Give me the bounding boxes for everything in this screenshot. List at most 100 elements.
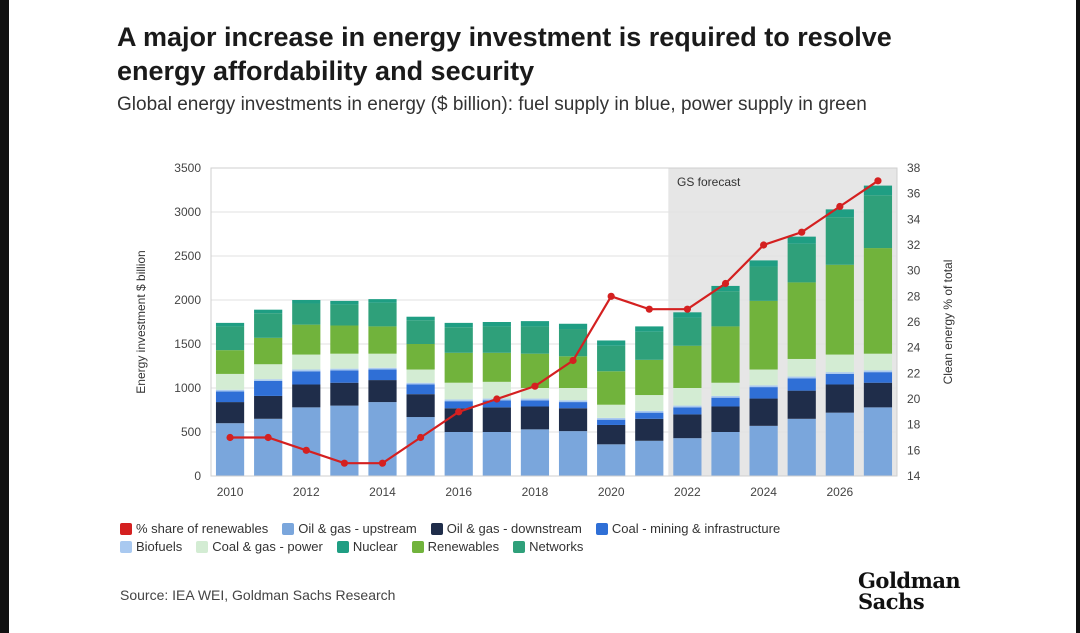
legend-swatch bbox=[282, 523, 295, 535]
bar-segment-coal-mining bbox=[673, 407, 702, 415]
y-axis-label: Energy investment $ billion bbox=[134, 250, 148, 393]
bar-segment-nuclear bbox=[635, 326, 664, 332]
bar-segment-nuclear bbox=[597, 340, 626, 346]
bar-segment-coal-mining bbox=[215, 391, 245, 403]
bar-segment-renewables bbox=[673, 345, 702, 388]
bar-segment-nuclear bbox=[787, 236, 816, 244]
bar-segment-coal-mining bbox=[863, 372, 893, 383]
bar-segment-biofuels bbox=[444, 399, 473, 402]
renewables-share-point bbox=[226, 433, 234, 442]
bar-segment-oil-gas-upstream bbox=[254, 418, 283, 476]
bar-segment-oil-gas-upstream bbox=[749, 425, 778, 476]
bar-segment-coal-mining bbox=[368, 369, 397, 381]
bar-segment-oil-gas-upstream bbox=[787, 418, 816, 476]
bar-segment-nuclear bbox=[406, 316, 435, 321]
legend-label: Networks bbox=[529, 539, 584, 554]
source-note: Source: IEA WEI, Goldman Sachs Research bbox=[120, 587, 396, 603]
y-tick-label: 2500 bbox=[174, 249, 201, 263]
bar-segment-biofuels bbox=[825, 372, 854, 374]
bar-segment-nuclear bbox=[444, 322, 473, 328]
bar-segment-nuclear bbox=[520, 321, 550, 327]
bar-segment-oil-gas-downstream bbox=[825, 384, 854, 413]
chart-subtitle: Global energy investments in energy ($ b… bbox=[117, 94, 867, 115]
bar-segment-oil-gas-upstream bbox=[558, 431, 588, 476]
bar-segment-renewables bbox=[330, 325, 359, 354]
y2-tick-label: 38 bbox=[907, 161, 921, 175]
bar-segment-coal-mining bbox=[482, 400, 511, 408]
bar-segment-oil-gas-upstream bbox=[597, 444, 626, 476]
x-tick-label: 2024 bbox=[750, 485, 777, 499]
bar-segment-biofuels bbox=[330, 368, 359, 371]
x-tick-label: 2026 bbox=[826, 485, 853, 499]
legend-label: Renewables bbox=[427, 539, 500, 554]
bar-segment-renewables bbox=[711, 326, 740, 383]
x-tick-label: 2014 bbox=[369, 485, 396, 499]
bar-segment-renewables bbox=[482, 352, 511, 382]
y-tick-label: 0 bbox=[194, 469, 201, 483]
y-tick-label: 1000 bbox=[174, 381, 201, 395]
bar-segment-renewables bbox=[406, 344, 435, 370]
bar-segment-coal-mining bbox=[330, 370, 359, 383]
x-tick-label: 2016 bbox=[445, 485, 472, 499]
bar-segment-coal-gas-power bbox=[520, 388, 550, 399]
bar-segment-oil-gas-upstream bbox=[673, 438, 702, 476]
chart-title: A major increase in energy investment is… bbox=[117, 22, 892, 86]
renewables-share-point bbox=[607, 292, 615, 300]
bar-segment-coal-mining bbox=[558, 402, 588, 409]
legend-item: % share of renewables bbox=[120, 520, 268, 538]
bar-segment-nuclear bbox=[863, 185, 893, 196]
bar-segment-oil-gas-downstream bbox=[863, 382, 893, 408]
renewables-share-point bbox=[645, 305, 653, 313]
bar-segment-networks bbox=[711, 291, 740, 327]
renewables-share-point bbox=[531, 382, 539, 390]
y2-tick-label: 32 bbox=[907, 238, 921, 252]
legend-label: Coal & gas - power bbox=[212, 539, 323, 554]
renewables-share-point bbox=[760, 241, 768, 249]
bar-segment-coal-gas-power bbox=[787, 358, 816, 377]
bar-segment-nuclear bbox=[368, 299, 397, 303]
renewables-share-point bbox=[455, 408, 463, 416]
y-tick-label: 500 bbox=[181, 425, 201, 439]
bar-segment-biofuels bbox=[749, 385, 778, 388]
bar-segment-coal-gas-power bbox=[444, 382, 473, 400]
bar-segment-renewables bbox=[863, 248, 893, 354]
y2-tick-label: 30 bbox=[907, 264, 921, 278]
bar-segment-nuclear bbox=[825, 209, 854, 218]
bar-segment-oil-gas-upstream bbox=[711, 432, 740, 476]
bar-segment-oil-gas-downstream bbox=[558, 408, 588, 432]
bar-segment-renewables bbox=[368, 326, 397, 354]
bar-segment-networks bbox=[863, 195, 893, 249]
renewables-share-point bbox=[683, 305, 691, 313]
legend-item: Coal - mining & infrastructure bbox=[595, 520, 780, 538]
bar-segment-coal-gas-power bbox=[635, 395, 664, 411]
legend-row: Biofuels Coal & gas - power Nuclear Renewab… bbox=[120, 538, 910, 556]
y2-tick-label: 36 bbox=[907, 187, 921, 201]
bar-segment-networks bbox=[254, 313, 283, 338]
bar-segment-oil-gas-downstream bbox=[597, 424, 626, 445]
bar-segment-renewables bbox=[825, 264, 854, 355]
renewables-share-line bbox=[230, 179, 879, 465]
bar-segment-renewables bbox=[444, 352, 473, 383]
bar-segment-nuclear bbox=[558, 323, 588, 330]
legend-swatch bbox=[120, 541, 132, 553]
bar-segment-biofuels bbox=[406, 382, 435, 385]
y2-tick-label: 24 bbox=[907, 341, 921, 355]
bar-segment-renewables bbox=[520, 353, 550, 388]
x-tick-label: 2012 bbox=[293, 485, 320, 499]
bar-segment-oil-gas-downstream bbox=[215, 402, 245, 424]
bar-segment-renewables bbox=[254, 337, 283, 365]
bar-segment-coal-mining bbox=[711, 397, 740, 407]
x-tick-label: 2010 bbox=[217, 485, 244, 499]
bar-segment-oil-gas-downstream bbox=[254, 395, 283, 419]
bar-segment-oil-gas-downstream bbox=[482, 407, 511, 432]
legend-label: Biofuels bbox=[136, 539, 183, 554]
y-tick-label: 3000 bbox=[174, 205, 201, 219]
bar-segment-oil-gas-upstream bbox=[215, 423, 245, 476]
bar-segment-networks bbox=[597, 345, 626, 372]
bar-segment-networks bbox=[825, 217, 854, 265]
bar-segment-oil-gas-downstream bbox=[787, 390, 816, 419]
bar-segment-nuclear bbox=[749, 260, 778, 267]
legend-swatch bbox=[595, 523, 608, 535]
bar-segment-coal-gas-power bbox=[482, 381, 511, 399]
